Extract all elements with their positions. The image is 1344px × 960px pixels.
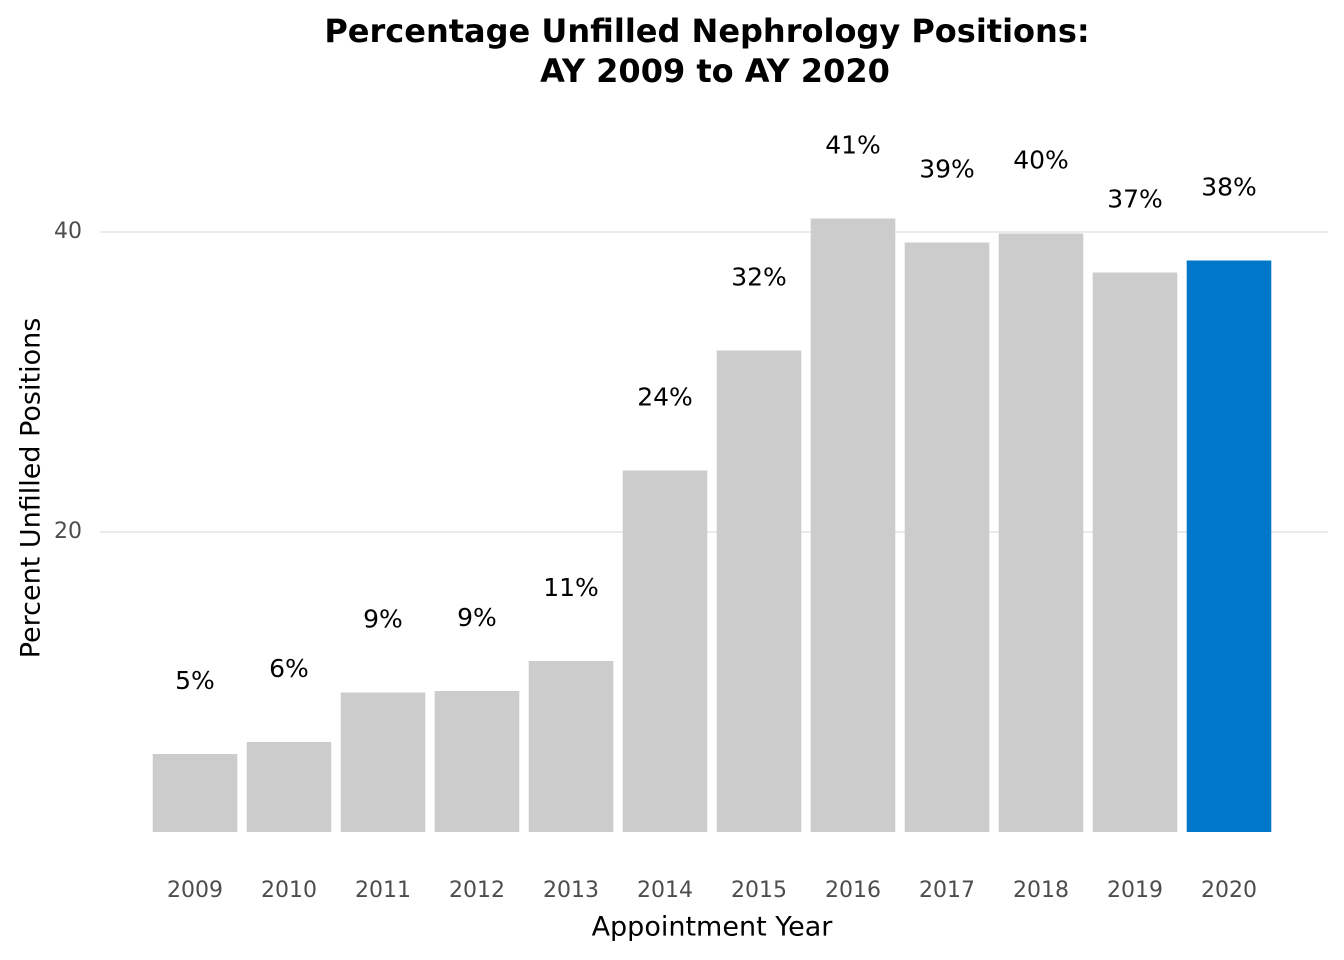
data-label: 24% (637, 383, 693, 412)
bar (810, 218, 896, 832)
bar (152, 754, 238, 832)
data-label: 9% (457, 603, 497, 632)
y-tick-label: 40 (54, 219, 82, 244)
data-label: 37% (1107, 185, 1163, 214)
y-tick-label: 20 (54, 519, 82, 544)
x-tick-label: 2016 (825, 878, 881, 903)
data-label: 9% (363, 605, 403, 634)
bar (434, 691, 520, 832)
data-label: 38% (1201, 173, 1257, 202)
bar (528, 661, 614, 832)
bar (904, 242, 990, 832)
data-label: 5% (175, 666, 215, 695)
x-tick-label: 2011 (355, 878, 411, 903)
data-label: 6% (269, 654, 309, 683)
x-tick-label: 2019 (1107, 878, 1163, 903)
data-label: 32% (731, 263, 787, 292)
x-tick-label: 2009 (167, 878, 223, 903)
bar (340, 692, 426, 832)
x-tick-label: 2012 (449, 878, 505, 903)
y-axis-label: Percent Unfilled Positions (16, 318, 47, 659)
bar (998, 233, 1084, 832)
data-label: 41% (825, 131, 881, 160)
bar (622, 470, 708, 832)
bar (1186, 260, 1272, 832)
chart-title: Percentage Unfilled Nephrology Positions… (324, 12, 1089, 50)
x-tick-label: 2015 (731, 878, 787, 903)
x-tick-label: 2020 (1201, 878, 1257, 903)
data-label: 39% (919, 155, 975, 184)
x-axis-label: Appointment Year (592, 912, 834, 943)
bar (246, 742, 332, 832)
data-label: 40% (1013, 146, 1069, 175)
x-tick-label: 2014 (637, 878, 693, 903)
x-tick-label: 2017 (919, 878, 975, 903)
x-tick-label: 2018 (1013, 878, 1069, 903)
bar (716, 350, 802, 832)
data-label: 11% (543, 573, 599, 602)
bar (1092, 272, 1178, 832)
chart-title: AY 2009 to AY 2020 (540, 52, 890, 90)
x-tick-label: 2010 (261, 878, 317, 903)
x-tick-label: 2013 (543, 878, 599, 903)
